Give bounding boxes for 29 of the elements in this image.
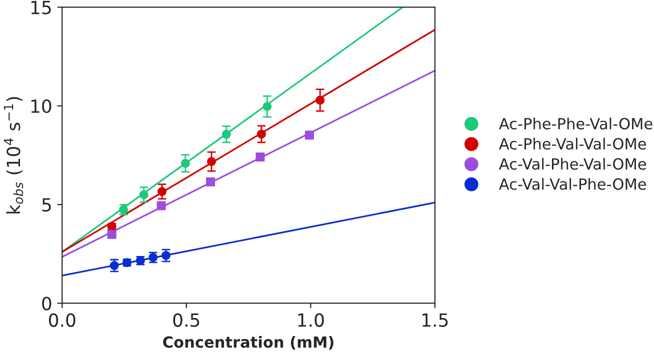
legend-label: Ac-Phe-Val-Val-OMe: [499, 138, 646, 150]
point: [222, 130, 231, 139]
x-tick-label: 0.5: [173, 313, 200, 327]
x-tick-label: 0.0: [48, 313, 76, 327]
x-axis-title: Concentration (mM): [163, 336, 334, 350]
point: [158, 187, 167, 196]
point: [139, 190, 148, 200]
point: [156, 201, 166, 210]
y-axis-title: k$_{obs}$ (10$^{4}$ s$^{−1}$): [4, 97, 24, 214]
point: [256, 152, 265, 162]
legend-label: Ac-Val-Phe-Val-OMe: [499, 158, 646, 170]
point: [256, 130, 266, 139]
point: [262, 102, 272, 111]
point: [180, 158, 190, 168]
point: [107, 230, 116, 239]
legend-label: Ac-Phe-Phe-Val-OMe: [499, 118, 652, 130]
x-tick-label: 1.0: [298, 313, 324, 327]
legend-label: Ac-Val-Val-Phe-OMe: [499, 178, 646, 190]
y-tick-label: 0: [42, 296, 52, 310]
x-tick-label: 1.5: [422, 314, 448, 327]
point: [110, 261, 119, 270]
point: [206, 157, 216, 166]
y-tick-label: 15: [31, 0, 51, 14]
point: [316, 96, 325, 105]
point: [206, 177, 215, 186]
y-tick-label: 10: [31, 99, 52, 114]
y-tick-label: 5: [42, 198, 51, 212]
point: [304, 130, 314, 140]
point: [162, 250, 171, 260]
